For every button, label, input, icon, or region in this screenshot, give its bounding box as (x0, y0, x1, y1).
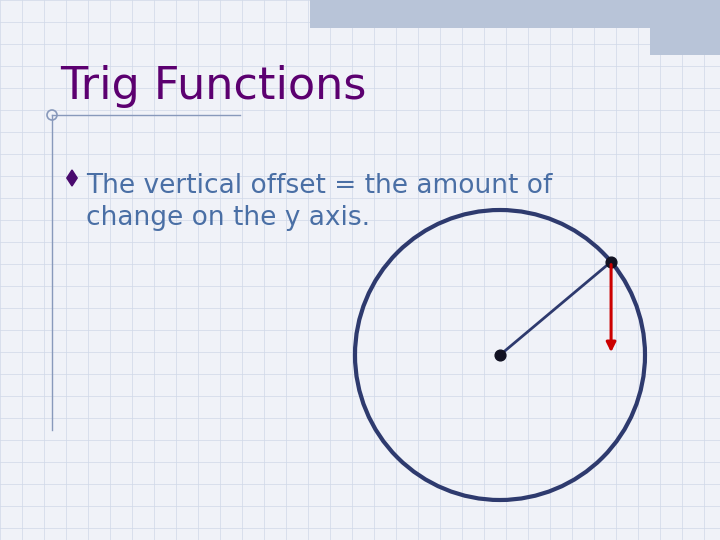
Polygon shape (67, 170, 77, 186)
Text: Trig Functions: Trig Functions (60, 65, 366, 108)
Bar (310, 0, 650, 28)
Point (606, 258, 617, 266)
Bar (650, 0, 720, 55)
Point (494, 350, 505, 359)
Text: change on the y axis.: change on the y axis. (86, 205, 370, 231)
Text: The vertical offset = the amount of: The vertical offset = the amount of (86, 173, 552, 199)
